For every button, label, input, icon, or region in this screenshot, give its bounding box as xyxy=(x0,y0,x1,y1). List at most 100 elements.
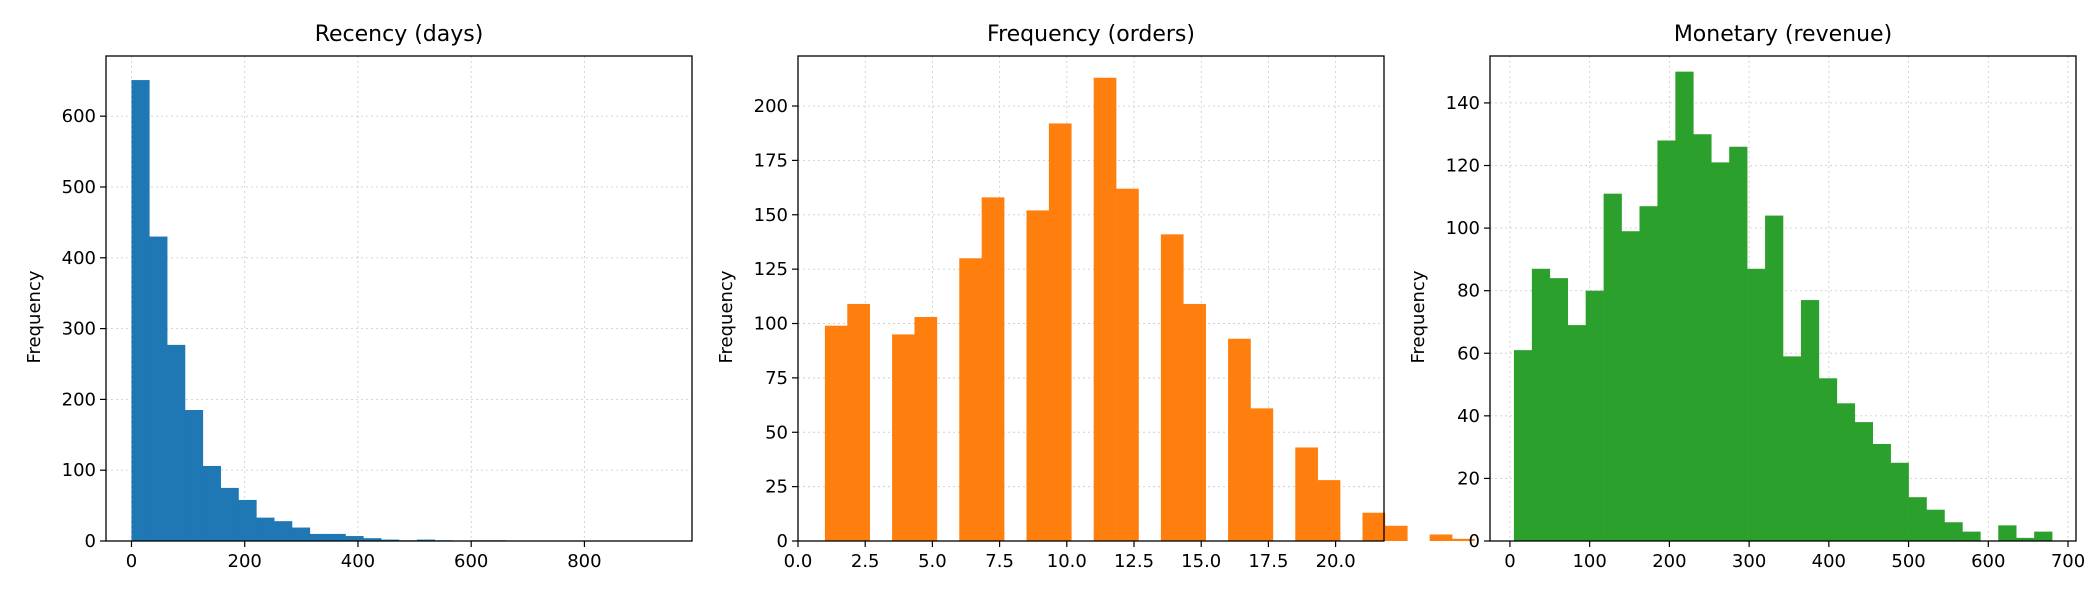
histogram-bar xyxy=(1962,531,1981,541)
histogram-bar xyxy=(202,465,221,541)
y-tick-label: 75 xyxy=(765,368,788,389)
x-tick-label: 600 xyxy=(1971,551,2005,572)
x-tick-label: 500 xyxy=(1891,551,1925,572)
axes-frame xyxy=(1489,55,2077,542)
y-tick-label: 50 xyxy=(765,422,788,443)
histogram-bar xyxy=(1675,71,1694,541)
y-tick-label: 60 xyxy=(1457,343,1480,364)
y-tick-label: 200 xyxy=(62,389,96,410)
histogram-bar xyxy=(256,517,275,541)
y-tick-label: 120 xyxy=(1446,156,1480,177)
x-tick-label: 400 xyxy=(341,551,375,572)
histogram-bar xyxy=(1800,300,1820,541)
histogram-bar xyxy=(345,536,364,541)
x-tick-label: 20.0 xyxy=(1316,551,1356,572)
y-tick-label: 300 xyxy=(62,319,96,340)
histogram-bar xyxy=(1429,534,1453,541)
histogram-bar xyxy=(1093,77,1117,542)
histogram-bar xyxy=(959,258,982,541)
x-tick-label: 600 xyxy=(454,551,488,572)
histogram-bar xyxy=(1567,325,1586,541)
x-tick-label: 17.5 xyxy=(1248,551,1288,572)
histogram-bar xyxy=(1693,134,1712,541)
histogram-bar xyxy=(1228,338,1251,541)
histogram-bar xyxy=(1026,210,1050,541)
chart-title: Frequency (orders) xyxy=(987,22,1195,47)
x-tick-label: 700 xyxy=(2051,551,2085,572)
histogram-bar xyxy=(1250,408,1274,541)
histogram-bar xyxy=(1549,278,1569,541)
histogram-bar xyxy=(1729,146,1748,541)
y-axis-label: Frequency xyxy=(24,270,45,363)
y-tick-label: 40 xyxy=(1457,406,1480,427)
histogram-bar xyxy=(1452,538,1475,541)
panel-monetary: Monetary (revenue) Frequency 0 100 200 300 4… xyxy=(1408,22,2085,572)
histogram-bar xyxy=(1944,522,1963,541)
histogram-bar xyxy=(363,538,382,541)
histogram-bar xyxy=(1657,140,1676,541)
y-tick-label: 0 xyxy=(777,531,788,552)
y-tick-label: 500 xyxy=(62,177,96,198)
x-tick-label: 7.5 xyxy=(985,551,1014,572)
x-tick-label: 5.0 xyxy=(918,551,947,572)
histogram-bar xyxy=(309,533,328,541)
histogram-bar xyxy=(220,487,239,541)
x-tick-label: 0 xyxy=(126,551,137,572)
histogram-bar xyxy=(1872,444,1891,541)
histogram-bar xyxy=(1317,480,1341,541)
x-tick-label: 200 xyxy=(1652,551,1686,572)
histogram-bar xyxy=(131,80,150,541)
y-tick-label: 0 xyxy=(1469,531,1480,552)
y-tick-label: 0 xyxy=(85,531,96,552)
histogram-bar xyxy=(327,533,346,541)
axes-frame xyxy=(797,55,1385,542)
histogram-bar xyxy=(1585,290,1604,541)
histogram-bar xyxy=(981,197,1005,541)
histogram-bar xyxy=(892,334,915,541)
y-tick-label: 600 xyxy=(62,106,96,127)
y-tick-label: 80 xyxy=(1457,281,1480,302)
histogram-bar xyxy=(1384,525,1408,541)
histogram-bar xyxy=(1783,356,1802,541)
histogram-bar xyxy=(381,539,400,541)
histogram-bar xyxy=(1998,525,2017,541)
histogram-bar xyxy=(1160,234,1184,541)
histogram-bar xyxy=(1926,509,1945,541)
panel-recency: Recency (days) Frequency 0 200 400 600 800 0 1… xyxy=(24,22,693,572)
y-tick-label: 150 xyxy=(754,205,788,226)
histogram-bar xyxy=(1116,188,1139,542)
histogram-bar xyxy=(1183,303,1206,541)
histogram-bar xyxy=(274,521,293,541)
histogram-bar xyxy=(1362,512,1386,541)
histogram-bar xyxy=(1621,231,1640,541)
y-tick-label: 175 xyxy=(754,150,788,171)
y-axis-label: Frequency xyxy=(1408,270,1429,363)
histogram-bar xyxy=(149,236,168,542)
histogram-bar xyxy=(847,303,870,541)
histogram-bar xyxy=(1295,447,1318,541)
histogram-bar xyxy=(824,325,848,541)
histogram-bar xyxy=(1513,350,1533,541)
chart-title: Recency (days) xyxy=(315,22,484,47)
y-tick-label: 200 xyxy=(754,96,788,117)
y-tick-label: 140 xyxy=(1446,93,1480,114)
histogram-bar xyxy=(1639,206,1658,541)
histogram-bar xyxy=(1854,422,1873,541)
histogram-bar xyxy=(1711,162,1730,542)
y-tick-label: 20 xyxy=(1457,468,1480,489)
histogram-bar xyxy=(1818,378,1838,541)
histogram-bar xyxy=(2016,537,2035,541)
histogram-bar xyxy=(1908,497,1927,541)
y-tick-label: 100 xyxy=(1446,218,1480,239)
x-tick-label: 300 xyxy=(1732,551,1766,572)
histogram-bar xyxy=(1836,403,1856,541)
x-tick-label: 15.0 xyxy=(1181,551,1221,572)
histogram-bar xyxy=(914,316,938,541)
y-tick-label: 25 xyxy=(765,477,788,498)
histogram-bar xyxy=(1603,193,1622,541)
y-axis-label: Frequency xyxy=(716,270,737,363)
histogram-bar xyxy=(1890,462,1909,541)
y-tick-label: 100 xyxy=(62,460,96,481)
y-tick-label: 400 xyxy=(62,248,96,269)
